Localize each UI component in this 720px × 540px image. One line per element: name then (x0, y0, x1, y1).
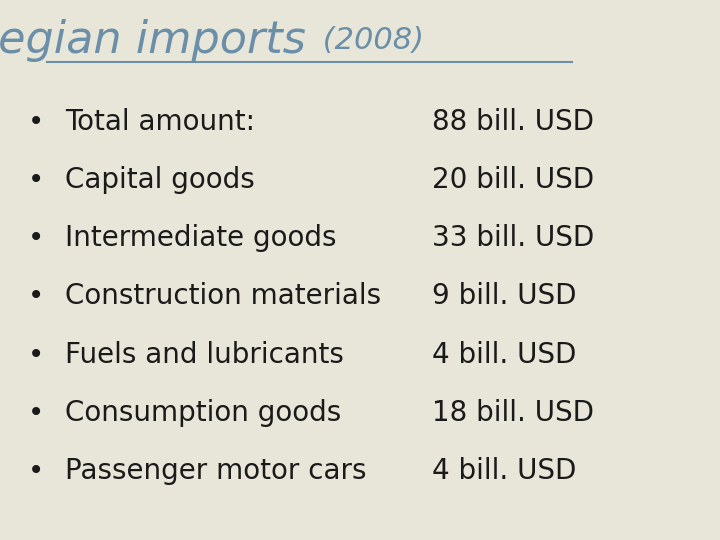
Text: (2008): (2008) (313, 26, 424, 55)
Text: Fuels and lubricants: Fuels and lubricants (65, 341, 343, 369)
Text: 33 bill. USD: 33 bill. USD (432, 224, 594, 252)
Text: 18 bill. USD: 18 bill. USD (432, 399, 594, 427)
Text: 4 bill. USD: 4 bill. USD (432, 457, 577, 485)
Text: 20 bill. USD: 20 bill. USD (432, 166, 594, 194)
Text: 9 bill. USD: 9 bill. USD (432, 282, 577, 310)
Text: •: • (28, 282, 44, 310)
Text: Norwegian imports: Norwegian imports (0, 19, 306, 62)
Text: •: • (28, 107, 44, 136)
Text: Construction materials: Construction materials (65, 282, 381, 310)
Text: Consumption goods: Consumption goods (65, 399, 341, 427)
Text: •: • (28, 166, 44, 194)
Text: •: • (28, 457, 44, 485)
Text: Capital goods: Capital goods (65, 166, 255, 194)
Text: •: • (28, 224, 44, 252)
Text: •: • (28, 399, 44, 427)
Text: Intermediate goods: Intermediate goods (65, 224, 336, 252)
Text: Passenger motor cars: Passenger motor cars (65, 457, 366, 485)
Text: 4 bill. USD: 4 bill. USD (432, 341, 577, 369)
Text: •: • (28, 341, 44, 369)
Text: 88 bill. USD: 88 bill. USD (432, 107, 594, 136)
Text: Total amount:: Total amount: (65, 107, 255, 136)
